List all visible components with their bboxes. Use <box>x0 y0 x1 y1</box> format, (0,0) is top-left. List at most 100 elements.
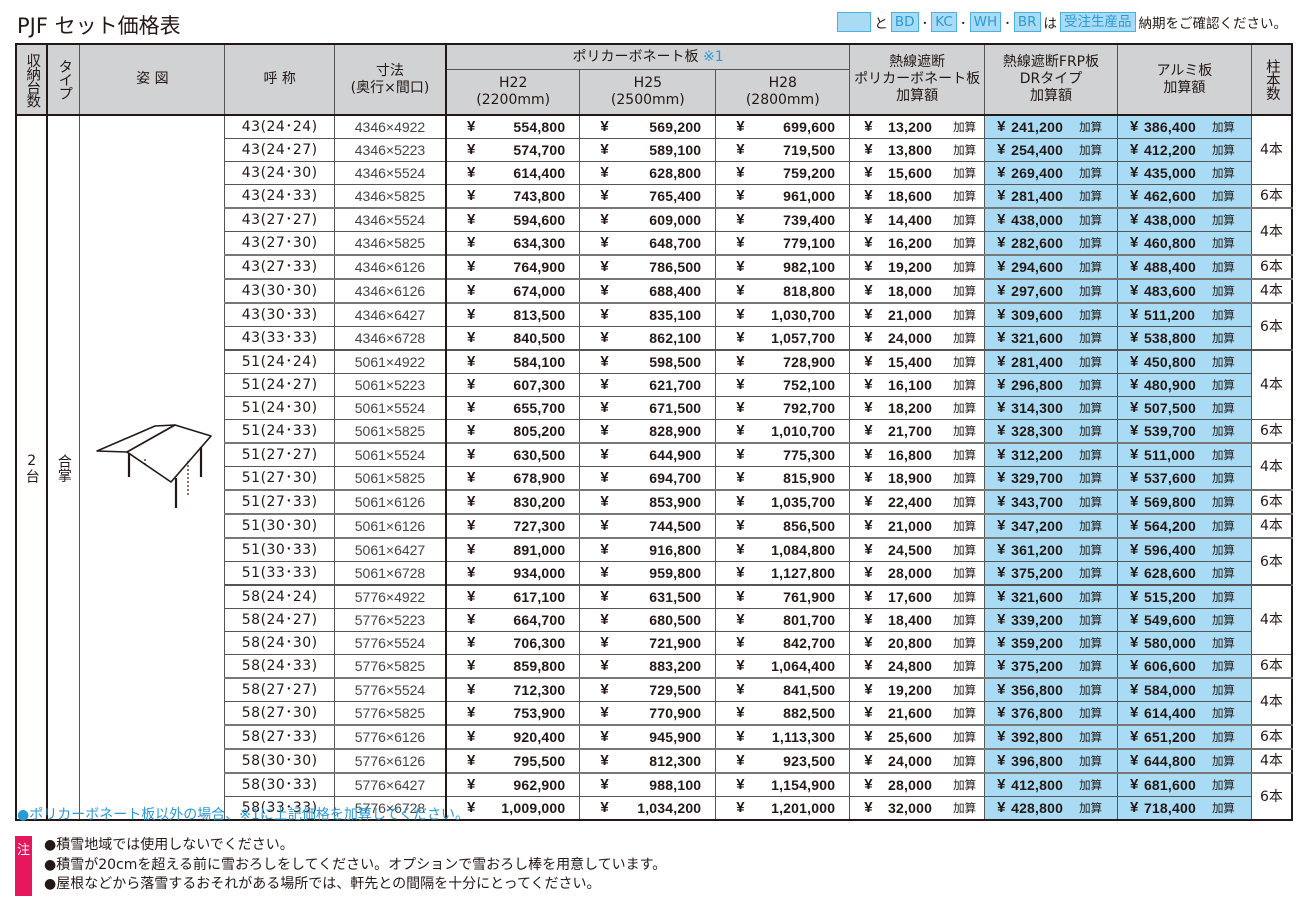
price-h28: ¥1,113,300 <box>715 724 851 750</box>
yen-sign: ¥ <box>600 704 609 721</box>
yen-sign: ¥ <box>600 187 609 204</box>
caution-item: ●積雪地域では使用しないでください。 <box>44 837 294 853</box>
price-h25: ¥916,800 <box>579 537 717 562</box>
yen-sign: ¥ <box>1129 469 1139 486</box>
price-h28: ¥961,000 <box>715 184 851 209</box>
price-h28: ¥1,035,700 <box>715 489 851 515</box>
price-h25: ¥959,800 <box>579 561 717 586</box>
heat-poly-add: ¥28,000 加算 <box>849 772 986 797</box>
price-value: 813,500 <box>513 307 566 323</box>
yen-sign: ¥ <box>864 164 873 181</box>
price-h28: ¥779,100 <box>715 231 851 256</box>
price-value: 17,600 <box>888 589 933 605</box>
legend-and: と <box>874 16 888 32</box>
price-value: 828,900 <box>649 423 702 439</box>
price-value: 664,700 <box>513 612 566 628</box>
yen-sign: ¥ <box>736 118 745 135</box>
add-label: 加算 <box>1211 754 1235 768</box>
price-value: 21,600 <box>888 705 933 721</box>
heat-poly-add: ¥16,100 加算 <box>849 373 986 397</box>
model-name: 51(27･27) <box>224 442 335 467</box>
table-row: 51(24･27) 5061×5223 ¥607,300 ¥621,700 ¥752,1… <box>16 373 1292 397</box>
price-value: 840,500 <box>513 330 566 346</box>
dimensions: 4346×5524 <box>333 161 447 185</box>
frp-add: ¥329,700 加算 <box>984 466 1118 491</box>
dimensions: 5776×5825 <box>333 654 447 679</box>
price-value: 14,400 <box>888 212 933 228</box>
yen-sign: ¥ <box>736 234 745 251</box>
header-aluminum-l2: 加算額 <box>1163 79 1206 96</box>
model-name: 43(24･33) <box>224 184 335 209</box>
dimensions: 5061×6126 <box>333 513 447 539</box>
table-row: 51(30･30) 5061×6126 ¥727,300 ¥744,500 ¥856,5… <box>16 513 1293 539</box>
price-value: 753,900 <box>513 705 566 721</box>
yen-sign: ¥ <box>1129 704 1139 721</box>
yen-sign: ¥ <box>997 211 1006 228</box>
heat-poly-add: ¥22,400 加算 <box>849 489 986 515</box>
frp-add: ¥396,800 加算 <box>984 748 1118 774</box>
frp-add: ¥282,600 加算 <box>984 231 1118 256</box>
yen-sign: ¥ <box>736 799 745 816</box>
price-value: 18,600 <box>888 188 933 204</box>
price-value: 801,700 <box>783 612 836 628</box>
add-label: 加算 <box>1079 683 1103 697</box>
price-value: 962,900 <box>513 777 566 793</box>
yen-sign: ¥ <box>997 469 1006 486</box>
model-name: 43(24･30) <box>224 161 335 185</box>
price-h25: ¥671,500 <box>579 396 717 420</box>
heat-poly-add: ¥21,600 加算 <box>849 701 986 726</box>
yen-sign: ¥ <box>467 211 476 228</box>
yen-sign: ¥ <box>736 517 745 534</box>
price-value: 655,700 <box>513 400 566 416</box>
yen-sign: ¥ <box>1129 634 1139 651</box>
price-value: 281,400 <box>1011 354 1064 370</box>
yen-sign: ¥ <box>1129 422 1139 439</box>
yen-sign: ¥ <box>864 329 873 346</box>
heat-poly-add: ¥17,600 加算 <box>849 584 986 609</box>
price-value: 598,500 <box>649 354 702 370</box>
yen-sign: ¥ <box>864 141 873 158</box>
header-name: 呼 称 <box>224 43 335 116</box>
price-value: 309,600 <box>1011 307 1064 323</box>
frp-add: ¥312,200 加算 <box>984 442 1118 467</box>
price-value: 775,300 <box>783 447 836 463</box>
price-value: 688,400 <box>649 283 702 299</box>
yen-sign: ¥ <box>467 588 476 605</box>
yen-sign: ¥ <box>736 422 745 439</box>
price-value: 859,800 <box>513 658 566 674</box>
price-h25: ¥694,700 <box>579 466 717 491</box>
yen-sign: ¥ <box>467 681 476 698</box>
add-label: 加算 <box>953 331 977 345</box>
frp-add: ¥356,800 加算 <box>984 677 1118 702</box>
add-label: 加算 <box>1211 706 1235 720</box>
price-value: 628,800 <box>649 165 702 181</box>
aluminum-add: ¥511,200 加算 <box>1116 302 1252 327</box>
yen-sign: ¥ <box>1129 611 1139 628</box>
model-name: 58(24･27) <box>224 608 335 632</box>
model-name: 43(30･33) <box>224 302 335 327</box>
aluminum-add: ¥584,000 加算 <box>1116 677 1252 702</box>
yen-sign: ¥ <box>864 469 873 486</box>
yen-sign: ¥ <box>736 399 745 416</box>
price-value: 438,000 <box>1011 212 1064 228</box>
yen-sign: ¥ <box>997 493 1006 510</box>
table-row: 51(24･30) 5061×5524 ¥655,700 ¥671,500 ¥792,7… <box>16 396 1292 420</box>
add-label: 加算 <box>1079 236 1103 250</box>
yen-sign: ¥ <box>997 376 1006 393</box>
price-value: 241,200 <box>1011 119 1064 135</box>
table-row: 43(30･30) 4346×6126 ¥674,000 ¥688,400 ¥818,8… <box>16 278 1293 304</box>
price-h22: ¥795,500 <box>445 748 581 774</box>
heat-poly-add: ¥25,600 加算 <box>849 724 986 750</box>
price-value: 1,113,300 <box>771 729 836 745</box>
model-name: 51(24･24) <box>224 349 335 374</box>
add-label: 加算 <box>1211 378 1235 392</box>
frp-add: ¥343,700 加算 <box>984 489 1118 515</box>
yen-sign: ¥ <box>600 564 609 581</box>
price-value: 343,700 <box>1011 494 1064 510</box>
yen-sign: ¥ <box>1129 164 1139 181</box>
add-label: 加算 <box>953 284 977 298</box>
price-value: 15,400 <box>888 354 933 370</box>
price-h28: ¥1,057,700 <box>715 326 851 351</box>
price-h25: ¥770,900 <box>579 701 717 726</box>
price-value: 841,500 <box>783 682 836 698</box>
